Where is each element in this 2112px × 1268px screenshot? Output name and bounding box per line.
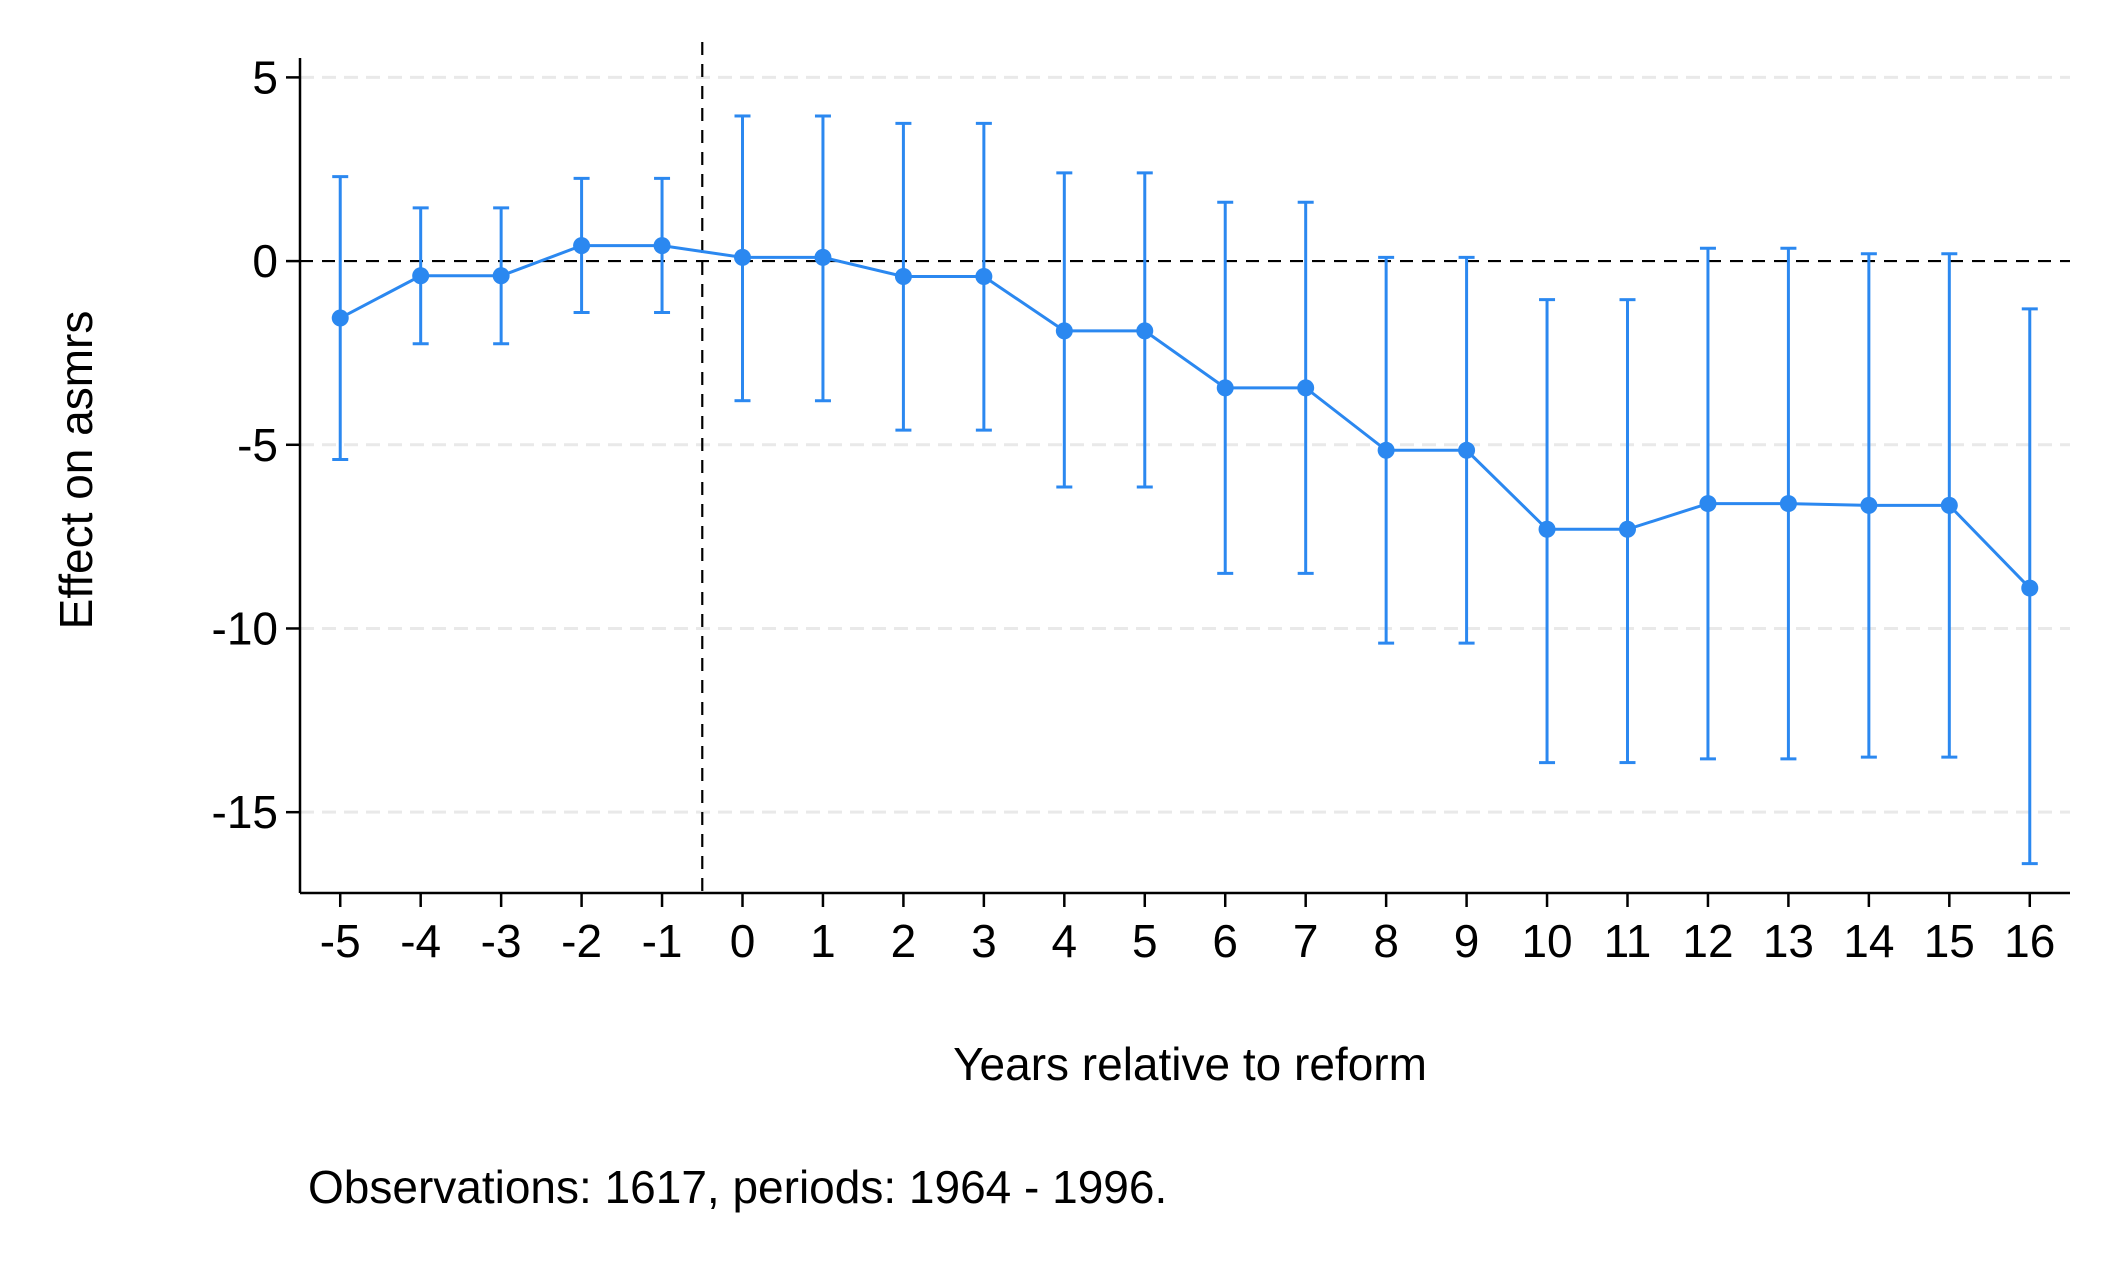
coefficient-point bbox=[331, 309, 349, 327]
x-tick-label: 9 bbox=[1454, 915, 1480, 967]
x-tick-label: 10 bbox=[1521, 915, 1572, 967]
coefficient-point bbox=[1940, 496, 1958, 514]
coefficient-point bbox=[814, 248, 832, 266]
x-tick-label: 4 bbox=[1052, 915, 1078, 967]
coefficient-point bbox=[734, 248, 751, 266]
x-tick-label: 6 bbox=[1212, 915, 1238, 967]
x-tick-label: 0 bbox=[730, 915, 756, 967]
coefficient-point bbox=[975, 268, 993, 286]
coefficient-point bbox=[1699, 495, 1717, 513]
x-tick-label: 1 bbox=[810, 915, 836, 967]
observations-note: Observations: 1617, periods: 1964 - 1996… bbox=[308, 1161, 1168, 1213]
x-tick-label: 2 bbox=[891, 915, 917, 967]
coefficient-point bbox=[1377, 441, 1395, 459]
x-tick-label: 12 bbox=[1682, 915, 1733, 967]
x-tick-label: -5 bbox=[320, 915, 361, 967]
coefficient-point bbox=[653, 237, 671, 255]
y-tick-label: -10 bbox=[212, 602, 278, 654]
coefficient-point bbox=[573, 237, 591, 255]
coefficient-point bbox=[1860, 496, 1878, 514]
x-tick-label: 13 bbox=[1763, 915, 1814, 967]
coefficient-point bbox=[1136, 322, 1154, 340]
y-tick-label: -15 bbox=[212, 786, 278, 838]
x-tick-label: 14 bbox=[1843, 915, 1894, 967]
coefficient-point bbox=[1216, 379, 1234, 397]
coefficient-point bbox=[412, 267, 430, 285]
coefficient-point bbox=[2021, 579, 2039, 597]
x-tick-label: -4 bbox=[400, 915, 441, 967]
y-tick-label: 5 bbox=[252, 51, 278, 103]
x-tick-label: 7 bbox=[1293, 915, 1319, 967]
x-tick-label: 3 bbox=[971, 915, 997, 967]
coefficient-point bbox=[1779, 495, 1797, 513]
reference-lines bbox=[300, 42, 2070, 893]
coefficient-point bbox=[492, 267, 510, 285]
axes: 50-5-10-15-5 -4 -3 -2 -1 0 1 2 3 4 5 6 7 8 9 10 11 12 13 14… bbox=[212, 51, 2070, 967]
y-axis-label: Effect on asmrs bbox=[50, 311, 102, 630]
x-tick-label: -3 bbox=[481, 915, 522, 967]
coefficient-point bbox=[1619, 520, 1636, 538]
coefficient-point bbox=[1055, 322, 1073, 340]
coefficient-series bbox=[331, 114, 2039, 866]
x-tick-label: 5 bbox=[1132, 915, 1158, 967]
x-tick-label: 8 bbox=[1373, 915, 1399, 967]
coefficient-point bbox=[1458, 441, 1476, 459]
x-tick-label: -2 bbox=[561, 915, 602, 967]
x-tick-label: -1 bbox=[642, 915, 683, 967]
y-tick-label: -5 bbox=[237, 419, 278, 471]
gridlines bbox=[300, 75, 2070, 814]
x-tick-label: 11 bbox=[1604, 915, 1652, 967]
y-tick-label: 0 bbox=[252, 235, 278, 287]
x-axis-label: Years relative to reform bbox=[953, 1038, 1427, 1090]
coefficient-point bbox=[1297, 379, 1315, 397]
x-tick-label: 15 bbox=[1924, 915, 1975, 967]
coefficient-point bbox=[894, 268, 912, 286]
coefficient-point bbox=[1538, 520, 1556, 538]
coefficient-line bbox=[339, 244, 2031, 590]
x-tick-label: 16 bbox=[2004, 915, 2055, 967]
